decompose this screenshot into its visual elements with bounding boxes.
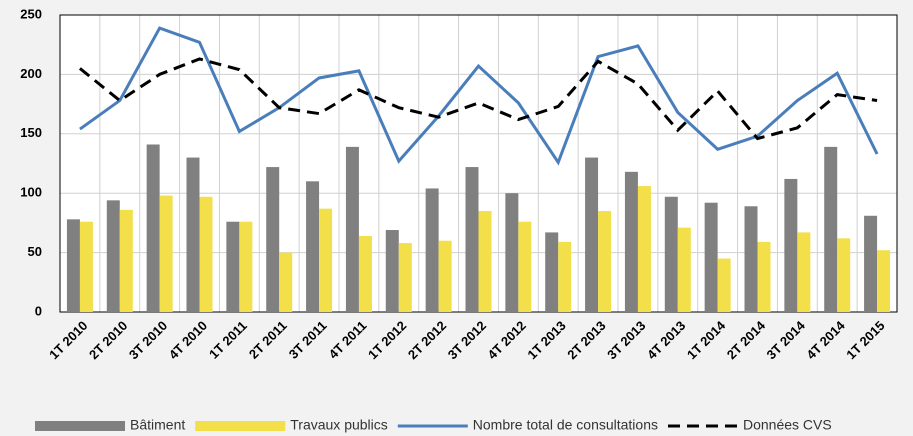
y-tick-label: 100 (20, 185, 42, 200)
bar (119, 209, 133, 312)
y-tick-label: 250 (20, 6, 42, 21)
bar (146, 144, 160, 312)
bar (864, 215, 878, 312)
x-tick-label: 1T 2015 (843, 318, 887, 362)
bar (438, 240, 452, 312)
bar (505, 193, 519, 312)
legend-swatch (195, 421, 286, 431)
bar (345, 146, 359, 312)
x-tick-label: 2T 2012 (405, 318, 449, 362)
x-tick-label: 1T 2011 (206, 318, 250, 362)
bar (877, 250, 891, 312)
bar (79, 221, 93, 312)
bar (677, 227, 691, 312)
bar (385, 230, 399, 312)
bar (398, 243, 412, 312)
y-tick-label: 0 (35, 303, 42, 318)
legend-label: Données CVS (743, 417, 832, 433)
x-tick-label: 4T 2012 (485, 318, 529, 362)
bar (545, 232, 559, 312)
bar (266, 167, 280, 312)
bar (598, 211, 612, 312)
x-tick-label: 3T 2014 (764, 317, 809, 362)
bar (585, 157, 599, 312)
x-tick-label: 3T 2011 (286, 318, 330, 362)
legend-label: Bâtiment (130, 417, 185, 433)
x-tick-label: 4T 2014 (803, 317, 848, 362)
bar (319, 208, 333, 312)
x-tick-label: 3T 2010 (126, 318, 170, 362)
x-tick-label: 1T 2010 (46, 318, 90, 362)
bar (199, 196, 213, 312)
bar (744, 206, 758, 312)
bar (66, 219, 80, 312)
y-tick-label: 50 (28, 244, 42, 259)
bar (717, 258, 731, 312)
bar (106, 200, 120, 312)
x-tick-label: 2T 2013 (564, 318, 608, 362)
x-tick-label: 3T 2012 (445, 318, 489, 362)
bar (425, 188, 439, 312)
bar (159, 195, 173, 312)
legend-label: Nombre total de consultations (473, 417, 658, 433)
x-tick-label: 4T 2010 (166, 318, 210, 362)
x-tick-label: 4T 2013 (644, 318, 688, 362)
bar (637, 186, 651, 312)
bar (226, 221, 240, 312)
legend-label: Travaux publics (290, 417, 388, 433)
bar (279, 252, 293, 312)
bar (624, 171, 638, 312)
bar (824, 146, 838, 312)
bar (664, 196, 678, 312)
bar (306, 181, 320, 312)
bar (784, 178, 798, 312)
bar (358, 235, 372, 312)
bar (797, 232, 811, 312)
bar (518, 221, 532, 312)
x-tick-label: 4T 2011 (326, 318, 370, 362)
bar (465, 167, 479, 312)
line (78, 57, 878, 141)
bar (558, 241, 572, 312)
bar (239, 221, 253, 312)
x-tick-label: 2T 2011 (246, 318, 290, 362)
bar (478, 211, 492, 312)
x-tick-label: 1T 2012 (365, 318, 409, 362)
y-tick-label: 200 (20, 66, 42, 81)
bar (837, 238, 851, 312)
y-tick-label: 150 (20, 125, 42, 140)
x-tick-label: 2T 2014 (724, 317, 769, 362)
x-tick-label: 1T 2013 (524, 318, 568, 362)
legend-swatch (35, 421, 125, 431)
bar (757, 241, 771, 312)
bar (704, 202, 718, 312)
bar (186, 157, 200, 312)
x-tick-label: 1T 2014 (684, 317, 729, 362)
x-tick-label: 2T 2010 (86, 318, 130, 362)
line (79, 26, 879, 166)
x-tick-label: 3T 2013 (604, 318, 648, 362)
